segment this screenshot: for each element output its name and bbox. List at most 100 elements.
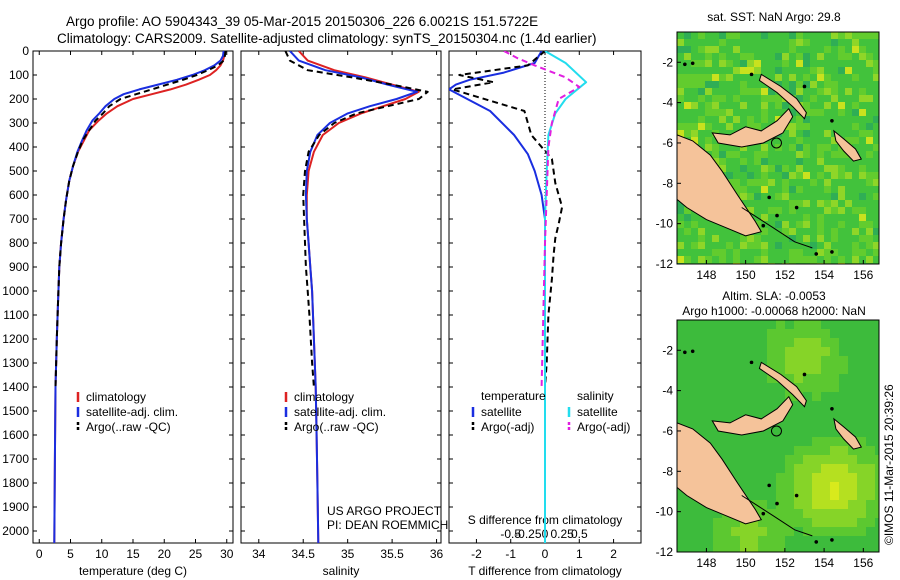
map-cell — [824, 151, 831, 158]
map-cell — [719, 123, 726, 130]
map-cell — [776, 347, 785, 356]
map-cell — [712, 60, 719, 67]
x-tick-label: 35.5 — [380, 547, 404, 561]
map-cell — [831, 67, 838, 74]
map-cell — [776, 365, 785, 374]
map-cell — [852, 88, 859, 95]
map-cell — [824, 109, 831, 116]
map-cell — [775, 165, 782, 172]
map-cell — [712, 228, 719, 235]
map-cell — [695, 392, 704, 401]
map-cell — [684, 60, 691, 67]
map-cell — [776, 536, 785, 545]
map-cell — [776, 518, 785, 527]
map-cell — [875, 500, 879, 509]
x-tick-label: 0 — [542, 547, 549, 561]
map-cell — [767, 491, 776, 500]
map-cell — [686, 338, 695, 347]
map-cell — [824, 67, 831, 74]
x-tick-label: 34.5 — [292, 547, 316, 561]
map-cell — [857, 464, 866, 473]
map-cell — [848, 446, 857, 455]
map-cell — [857, 338, 866, 347]
map-cell — [712, 123, 719, 130]
island-mark — [830, 118, 834, 123]
map-cell — [852, 102, 859, 109]
map-cell — [768, 172, 775, 179]
map-cell — [857, 347, 866, 356]
map-cell — [873, 235, 879, 242]
map-cell — [803, 419, 812, 428]
map-cell — [695, 374, 704, 383]
map-cell — [785, 365, 794, 374]
map-cell — [824, 186, 831, 193]
map-cell — [810, 193, 817, 200]
map-cell — [875, 473, 879, 482]
map-cell — [719, 249, 726, 256]
map-cell — [719, 242, 726, 249]
map-cell — [852, 158, 859, 165]
depth-tick-label: 0 — [22, 44, 29, 58]
map-cell — [695, 329, 704, 338]
map-cell — [712, 249, 719, 256]
map-cell — [852, 39, 859, 46]
map-cell — [749, 500, 758, 509]
map-cell — [796, 95, 803, 102]
map-cell — [866, 500, 875, 509]
map-cell — [705, 249, 712, 256]
map-cell — [873, 67, 879, 74]
map-cell — [824, 221, 831, 228]
map-cell — [838, 60, 845, 67]
map-cell — [866, 428, 875, 437]
map-cell — [866, 419, 875, 428]
map-cell — [695, 401, 704, 410]
map-cell — [866, 410, 875, 419]
map-cell — [839, 392, 848, 401]
map-cell — [677, 527, 686, 536]
map-cell — [785, 446, 794, 455]
map-cell — [768, 67, 775, 74]
land-mass — [758, 73, 807, 120]
map-cell — [740, 102, 747, 109]
map-cell — [831, 46, 838, 53]
map-cell — [731, 383, 740, 392]
map-cell — [857, 500, 866, 509]
map-cell — [677, 32, 684, 39]
map-cell — [677, 491, 686, 500]
map-cell — [726, 235, 733, 242]
map-cell — [859, 207, 866, 214]
map-cell — [796, 214, 803, 221]
map-cell — [754, 186, 761, 193]
map-cell — [722, 374, 731, 383]
figure-title-line1: Argo profile: AO 5904343_39 05-Mar-2015 … — [66, 14, 538, 29]
map-cell — [677, 60, 684, 67]
map-cell — [686, 365, 695, 374]
map-cell — [830, 320, 839, 329]
map-cell — [740, 464, 749, 473]
map-cell — [824, 32, 831, 39]
map-cell — [705, 116, 712, 123]
map-cell — [749, 491, 758, 500]
map-cell — [785, 356, 794, 365]
map-cell — [726, 172, 733, 179]
map-cell — [845, 137, 852, 144]
map-cell — [677, 356, 686, 365]
map-cell — [684, 32, 691, 39]
map-cell — [821, 374, 830, 383]
map-cell — [866, 221, 873, 228]
map-cell — [705, 144, 712, 151]
map-cell — [691, 256, 698, 263]
map-cell — [803, 88, 810, 95]
map-cell — [684, 249, 691, 256]
map-cell — [803, 249, 810, 256]
map-cell — [810, 116, 817, 123]
map-cell — [794, 437, 803, 446]
top-tick-label: -0.5 — [500, 527, 521, 541]
map-cell — [803, 410, 812, 419]
map-cell — [810, 81, 817, 88]
map-cell — [754, 200, 761, 207]
map-cell — [817, 74, 824, 81]
map-cell — [677, 536, 686, 545]
map-cell — [731, 401, 740, 410]
map-cell — [810, 200, 817, 207]
